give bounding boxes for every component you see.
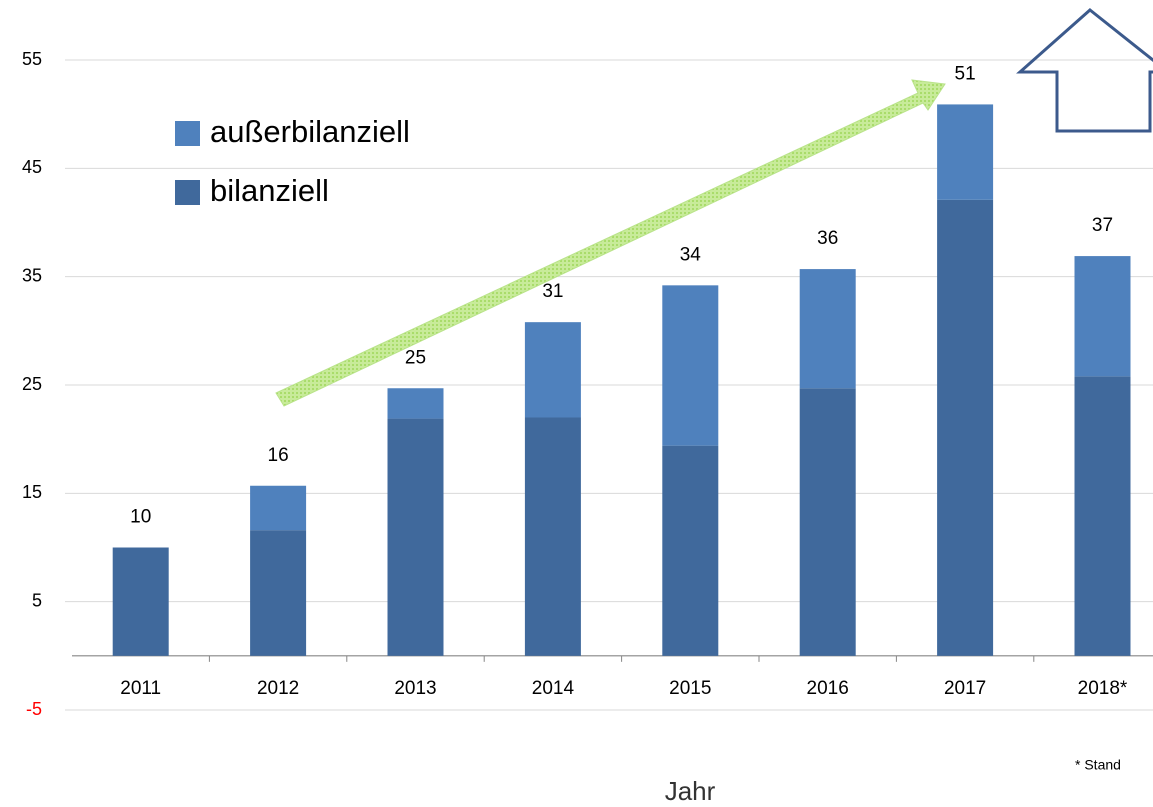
y-tick-label: -5 — [26, 699, 42, 719]
x-tick-label: 2017 — [944, 678, 986, 699]
legend-swatch — [175, 121, 200, 146]
y-tick-label: 25 — [22, 374, 42, 394]
bar-segment — [799, 388, 856, 656]
bar-segment — [937, 199, 994, 656]
y-tick-label: 5 — [32, 590, 42, 610]
y-tick-label: 35 — [22, 265, 42, 285]
bar-segment — [1074, 256, 1131, 377]
bars — [112, 104, 1131, 656]
x-tick-label: 2016 — [807, 678, 849, 699]
legend-label: außerbilanziell — [210, 114, 410, 149]
bar-segment — [250, 485, 307, 531]
grid — [65, 59, 1153, 711]
total-label: 31 — [542, 281, 563, 302]
footnote: * Stand — [1075, 757, 1121, 773]
bar-segment — [662, 285, 719, 446]
x-tick-label: 2018* — [1078, 678, 1128, 699]
total-label: 37 — [1092, 215, 1113, 236]
legend-label: bilanziell — [210, 173, 329, 208]
total-label: 10 — [130, 507, 151, 528]
x-tick-label: 2012 — [257, 678, 299, 699]
total-label: 34 — [680, 244, 702, 265]
bar-segment — [937, 104, 994, 200]
up-arrow — [1016, 8, 1153, 133]
bar-segment — [799, 269, 856, 389]
bar-segment — [387, 388, 444, 419]
bar-segment — [524, 417, 581, 656]
total-label: 16 — [268, 445, 289, 466]
x-tick-label: 2015 — [669, 678, 711, 699]
bar-segment — [662, 445, 719, 656]
y-tick-label: 55 — [22, 49, 42, 69]
bar-segment — [112, 547, 169, 656]
bar-segment — [250, 530, 307, 656]
x-tick-label: 2011 — [120, 678, 161, 699]
trend-arrow — [275, 79, 946, 407]
legend-swatch — [175, 180, 200, 205]
y-tick-label: 45 — [22, 157, 42, 177]
total-label: 51 — [955, 63, 976, 84]
total-label: 36 — [817, 228, 838, 249]
bar-segment — [387, 418, 444, 656]
y-tick-label: 15 — [22, 482, 42, 502]
x-tick-label: 2013 — [394, 678, 436, 699]
x-tick-label: 2014 — [532, 678, 575, 699]
bar-segment — [1074, 376, 1131, 656]
bar-segment — [524, 322, 581, 418]
x-axis-label: Jahr — [665, 776, 716, 806]
total-label: 25 — [405, 347, 426, 368]
